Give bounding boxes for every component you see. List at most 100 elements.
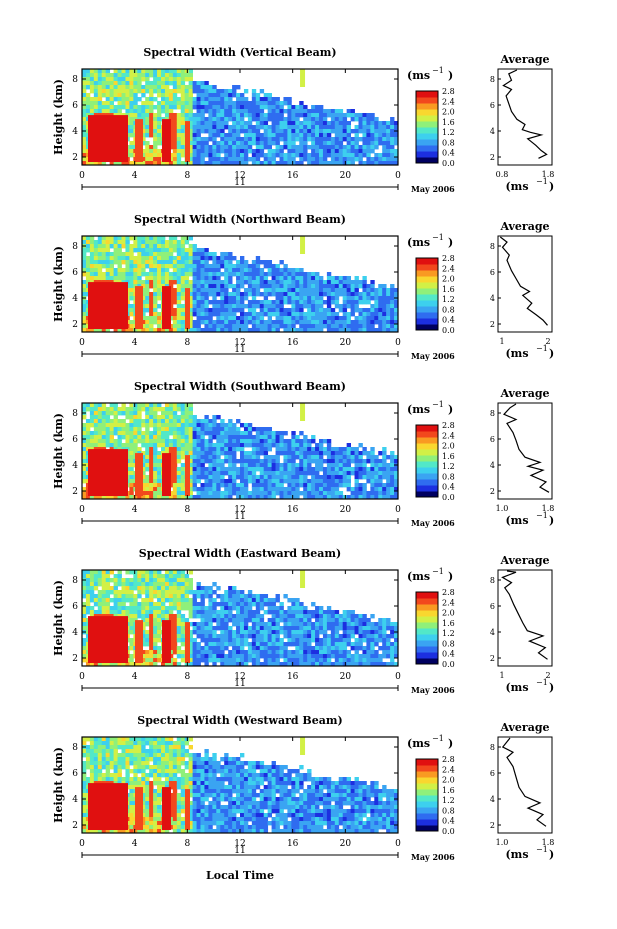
heatmap-cell <box>362 308 367 313</box>
heatmap-cell <box>82 272 87 277</box>
heatmap-cell <box>263 300 269 305</box>
heatmap-cell <box>366 491 371 496</box>
heatmap-cell <box>319 153 324 158</box>
heatmap-cell <box>236 439 241 444</box>
heatmap-cell <box>315 125 320 130</box>
heatmap-cell <box>113 260 118 265</box>
heatmap-cell <box>161 602 166 607</box>
heatmap-cell <box>196 316 201 321</box>
heatmap-cell <box>153 264 158 269</box>
heatmap-cell <box>342 312 348 317</box>
heatmap-cell <box>358 487 363 492</box>
heatmap-cell <box>196 145 201 150</box>
heatmap-cell <box>192 288 197 293</box>
heatmap-cell <box>319 467 324 472</box>
heatmap-cell <box>247 459 253 464</box>
heatmap-cell <box>180 475 186 480</box>
heatmap-cell <box>299 471 304 476</box>
heatmap-cell <box>334 451 340 456</box>
heatmap-cell <box>82 443 87 448</box>
heatmap-cell <box>137 264 142 269</box>
heatmap-cell <box>105 419 111 424</box>
heatmap-cell <box>168 93 174 98</box>
heatmap-cell <box>350 109 355 114</box>
heatmap-cell <box>85 574 91 579</box>
heatmap-cell <box>188 137 193 142</box>
heatmap-cell <box>236 288 241 293</box>
heatmap-cell <box>172 240 178 245</box>
heatmap-cell <box>287 479 292 484</box>
heatmap-cell <box>153 455 158 460</box>
heatmap-cell <box>279 149 284 154</box>
heatmap-cell <box>378 161 383 166</box>
heatmap-cell <box>145 435 150 440</box>
heatmap-cell <box>141 133 146 138</box>
heatmap-cell <box>164 85 170 90</box>
heatmap-cell <box>326 308 332 313</box>
heatmap-cell <box>184 276 190 281</box>
colorbar-segment <box>416 461 438 468</box>
heatmap-cell <box>287 129 292 134</box>
heatmap-cell <box>141 89 146 94</box>
heatmap-cell <box>374 491 379 496</box>
heatmap-cell <box>228 455 233 460</box>
heatmap-cell <box>330 487 336 492</box>
heatmap-cell <box>267 316 272 321</box>
heatmap-cell <box>275 101 280 106</box>
average-unit-paren: ) <box>549 347 554 360</box>
heatmap-cell <box>362 495 367 500</box>
heatmap-cell <box>240 137 245 142</box>
heatmap-cell <box>208 447 213 452</box>
heatmap-cell <box>334 320 340 325</box>
heatmap-cell <box>224 141 229 146</box>
heatmap-cell <box>287 105 292 110</box>
heatmap-cell <box>295 475 300 480</box>
heatmap-cell <box>129 105 134 110</box>
heatmap-cell <box>220 137 225 142</box>
heatmap-cell <box>188 471 193 476</box>
heatmap-cell <box>200 491 205 496</box>
heatmap-cell <box>172 483 178 488</box>
heatmap-cell <box>346 288 351 293</box>
heatmap-cell <box>82 97 87 102</box>
heatmap-cell <box>93 244 99 249</box>
heatmap-cell <box>346 145 351 150</box>
heatmap-cell <box>299 304 304 309</box>
heatmap-cell <box>267 109 272 114</box>
heatmap-cell <box>390 459 395 464</box>
heatmap-cell <box>85 439 91 444</box>
heatmap-cell <box>149 658 154 663</box>
heatmap-cell <box>82 403 87 408</box>
heatmap-cell <box>354 324 359 329</box>
heatmap-cell <box>208 89 213 94</box>
heatmap-cell <box>133 81 138 86</box>
heatmap-cell <box>338 320 344 325</box>
heatmap-cell <box>188 300 193 305</box>
heatmap-cell <box>93 443 99 448</box>
y-tick-label: 2 <box>72 320 78 330</box>
heatmap-cell <box>279 288 284 293</box>
heatmap-cell <box>319 320 324 325</box>
heatmap-cell <box>97 69 103 74</box>
heatmap-cell <box>149 97 154 102</box>
heatmap-cell <box>153 77 158 82</box>
heatmap-cell <box>85 590 91 595</box>
heatmap-cell <box>161 423 166 428</box>
heatmap-cell <box>164 435 170 440</box>
heatmap-cell <box>157 630 162 635</box>
heatmap-cell <box>299 455 304 460</box>
heatmap-cell <box>180 471 186 476</box>
heatmap-cell <box>145 153 150 158</box>
heatmap-cell <box>295 320 300 325</box>
heatmap-cell <box>192 312 197 317</box>
heatmap-cell <box>271 101 276 106</box>
colorbar-segment <box>416 312 438 319</box>
heatmap-cell <box>82 137 87 142</box>
heatmap-cell <box>105 240 111 245</box>
heatmap-cell <box>394 455 399 460</box>
heatmap-cell <box>153 129 158 134</box>
heatmap-cell <box>354 320 359 325</box>
heatmap-cell <box>121 236 126 241</box>
heatmap-cell <box>113 85 118 90</box>
heatmap-cell <box>295 300 300 305</box>
